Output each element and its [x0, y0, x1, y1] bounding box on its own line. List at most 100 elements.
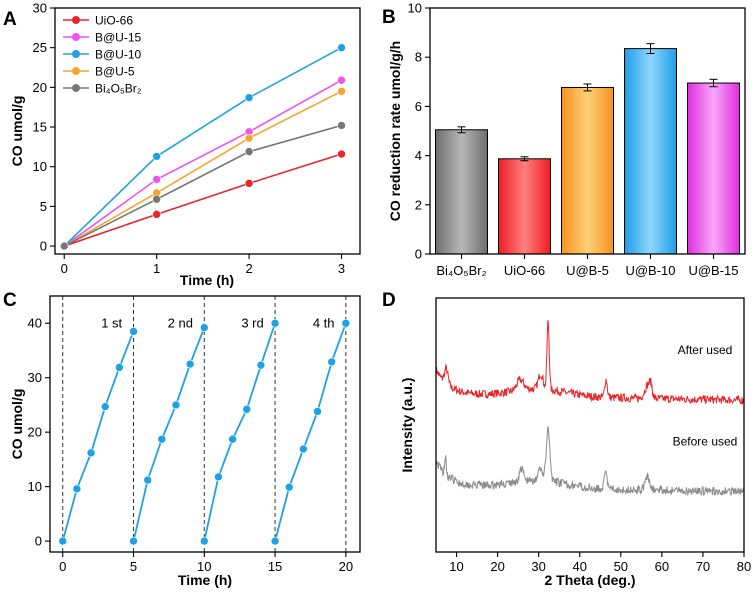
c-cycle-label: 3 rd — [241, 316, 263, 331]
a-legend-marker — [72, 84, 80, 92]
chart-a-frame — [54, 7, 361, 255]
a-legend-marker — [72, 67, 80, 75]
a-legend-label: B@U-15 — [95, 31, 142, 45]
c-ytick-label: 40 — [28, 316, 42, 331]
d-xtick-label: 60 — [655, 559, 669, 574]
b-ytick-label: 10 — [408, 1, 422, 16]
c-xtick-label: 5 — [130, 559, 137, 574]
d-xtick-label: 40 — [572, 559, 586, 574]
a-point — [59, 241, 69, 251]
c-point — [72, 484, 82, 494]
c-cycle-label: 2 nd — [168, 316, 193, 331]
c-point — [199, 323, 209, 332]
b-bar-0 — [435, 129, 488, 255]
a-legend-label: B@U-10 — [95, 48, 142, 62]
d-xtick-label: 50 — [614, 559, 628, 574]
a-series-line-3 — [63, 90, 342, 247]
d-xtick-label: 30 — [531, 559, 545, 574]
d-pattern-label-1: Before used — [673, 434, 738, 448]
c-point — [214, 472, 223, 482]
chart-d-frame — [435, 297, 745, 553]
c-point — [185, 359, 195, 369]
c-point — [270, 536, 280, 546]
panel-label-b: B — [382, 7, 396, 28]
b-xtick-label: U@B-10 — [625, 263, 675, 278]
chart-b: 0 2 4 6 8 10 Bi₄O₅Br₂ UiO-66 U@B-5 U@B-10 U@B-15 C… — [387, 1, 746, 278]
chart-d-xlabel: 2 Theta (deg.) — [544, 572, 635, 588]
b-xtick-label: UiO-66 — [504, 263, 545, 278]
c-xtick-label: 0 — [59, 559, 66, 574]
b-bar-4 — [687, 82, 740, 255]
panel-label-d: D — [382, 290, 396, 311]
c-point — [341, 318, 351, 328]
d-pattern-line-0 — [435, 320, 745, 406]
c-xtick-label: 15 — [268, 559, 282, 574]
a-series-line-2 — [63, 46, 342, 247]
b-bar-2 — [561, 86, 614, 255]
a-legend-marker — [72, 33, 80, 41]
chart-d-ylabel: Intensity (a.u.) — [399, 378, 415, 473]
a-ytick-label: 30 — [33, 1, 47, 16]
c-point — [313, 407, 322, 416]
c-ytick-label: 0 — [35, 534, 42, 549]
b-xtick-label: U@B-5 — [566, 263, 609, 278]
c-cycle-line-2 — [203, 322, 276, 542]
panel-label-c: C — [3, 290, 17, 311]
chart-b-ylabel: CO reduction rate umol/g/h — [387, 41, 403, 221]
chart-c-frame — [49, 295, 361, 553]
c-point — [299, 444, 308, 454]
a-series-line-0 — [63, 153, 342, 247]
b-ytick-label: 6 — [415, 99, 422, 114]
a-point — [244, 133, 254, 143]
d-pattern-line-1 — [435, 426, 745, 497]
a-point — [337, 43, 346, 52]
c-point — [199, 536, 209, 546]
b-bar-1 — [498, 158, 551, 255]
d-pattern-label-0: After used — [678, 343, 733, 357]
c-cycle-label: 1 st — [101, 316, 122, 331]
b-ytick-label: 4 — [415, 148, 422, 163]
a-point — [152, 210, 161, 219]
b-bar-3 — [624, 48, 677, 255]
a-ytick-label: 10 — [33, 159, 47, 174]
chart-a-ylabel: CO umol/g — [9, 96, 25, 167]
c-point — [228, 434, 237, 444]
d-xtick-label: 10 — [449, 559, 463, 574]
panel-label-a: A — [3, 9, 17, 30]
b-xtick-label: U@B-15 — [688, 263, 738, 278]
c-cycle-label: 4 th — [313, 316, 335, 331]
a-point — [337, 87, 346, 96]
chart-c: 1 st 2 nd 3 rd 4 th 0 5 10 15 20 0 10 20 30 40 Time … — [9, 295, 361, 588]
c-point — [171, 400, 181, 410]
c-ytick-label: 30 — [28, 370, 42, 385]
chart-d: After used Before used 10 20 30 40 50 60 70 80 2… — [399, 297, 751, 588]
a-point — [337, 75, 346, 85]
a-legend-label: Bi₄O₅Br₂ — [95, 82, 142, 96]
b-ytick-label: 8 — [415, 50, 422, 65]
c-cycle-line-1 — [132, 327, 206, 542]
c-xtick-label: 10 — [197, 559, 211, 574]
c-point — [256, 360, 266, 370]
d-xtick-label: 70 — [696, 559, 710, 574]
a-point — [244, 147, 254, 156]
a-legend-label: UiO-66 — [95, 14, 133, 28]
a-point — [152, 152, 161, 161]
c-point — [129, 327, 138, 336]
a-series-line-4 — [63, 124, 342, 247]
chart-c-xlabel: Time (h) — [178, 572, 232, 588]
c-point — [270, 318, 280, 328]
c-point — [284, 482, 294, 492]
c-point — [157, 434, 167, 444]
d-xtick-label: 20 — [490, 559, 504, 574]
a-legend-marker — [72, 16, 80, 24]
c-point — [242, 404, 252, 414]
a-legend-label: B@U-5 — [95, 65, 135, 79]
a-legend-marker — [72, 50, 80, 58]
c-xtick-label: 20 — [339, 559, 353, 574]
c-point — [86, 448, 96, 458]
chart-c-ylabel: CO umol/g — [9, 389, 25, 460]
a-ytick-label: 0 — [40, 239, 47, 254]
c-point — [143, 475, 152, 485]
